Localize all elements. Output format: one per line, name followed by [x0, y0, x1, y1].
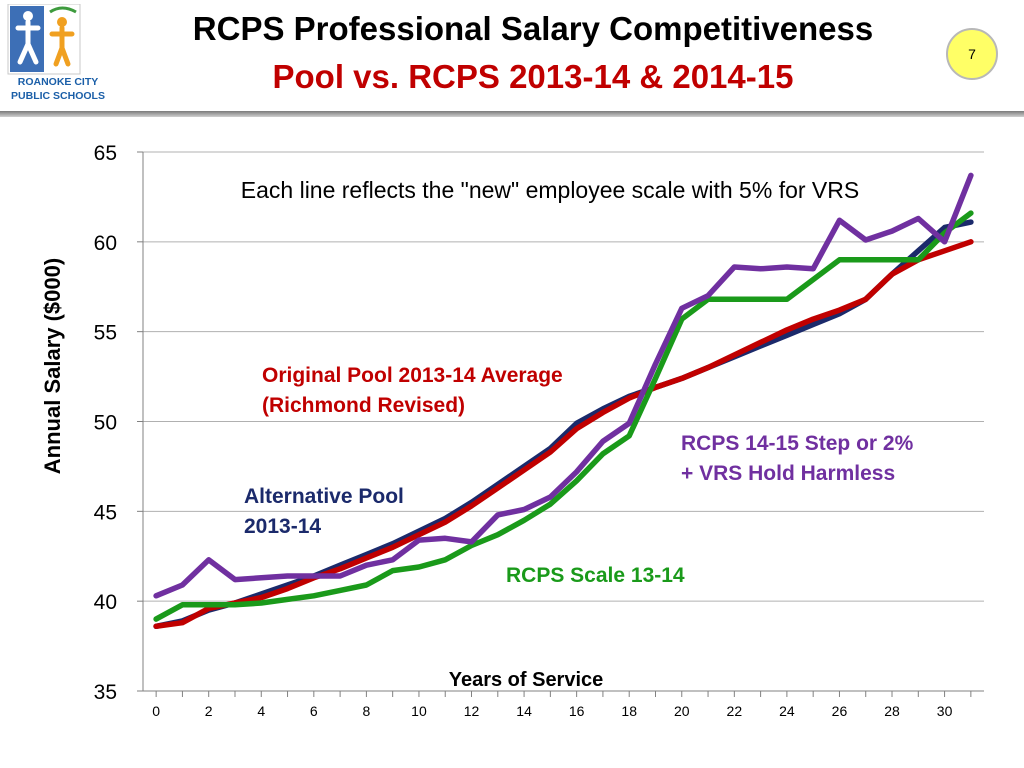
x-tick-label-28: 28	[884, 703, 900, 719]
y-tick-label-55: 55	[94, 322, 117, 345]
logo-text-line2: PUBLIC SCHOOLS	[11, 90, 105, 102]
series-label-4-line-2: + VRS Hold Harmless	[681, 462, 895, 485]
page-number-badge: 7	[946, 28, 998, 80]
x-tick-label-30: 30	[937, 703, 953, 719]
page-title: RCPS Professional Salary Competitiveness	[192, 10, 874, 47]
x-tick-label-14: 14	[516, 703, 532, 719]
x-tick-label-16: 16	[569, 703, 585, 719]
x-tick-label-20: 20	[674, 703, 690, 719]
x-axis-title: Years of Service	[449, 669, 604, 691]
series-line-4	[153, 172, 974, 599]
series-label-3-line-1: RCPS Scale 13-14	[506, 564, 685, 587]
series-line-2	[153, 239, 974, 630]
x-tick-label-12: 12	[464, 703, 480, 719]
x-tick-label-10: 10	[411, 703, 427, 719]
x-tick-label-26: 26	[832, 703, 848, 719]
y-tick-label-45: 45	[94, 501, 117, 524]
y-axis-title: Annual Salary ($000)	[40, 258, 65, 474]
series-label-4-line-1: RCPS 14-15 Step or 2%	[681, 432, 914, 455]
series-label-1-line-1: Alternative Pool	[244, 485, 404, 508]
y-tick-label-65: 65	[94, 142, 117, 165]
chart-annotation: Each line reflects the "new" employee sc…	[241, 177, 859, 203]
series-label-2-line-2: (Richmond Revised)	[262, 394, 465, 417]
x-tick-label-2: 2	[205, 703, 213, 719]
x-tick-label-0: 0	[152, 703, 160, 719]
roanoke-city-public-schools-logo	[7, 4, 81, 75]
series-label-1-line-2: 2013-14	[244, 515, 321, 538]
logo-text-line1: ROANOKE CITY	[17, 76, 99, 88]
y-tick-label-35: 35	[94, 681, 117, 704]
x-tick-label-8: 8	[362, 703, 370, 719]
x-tick-label-4: 4	[257, 703, 265, 719]
x-tick-label-18: 18	[621, 703, 637, 719]
x-tick-label-6: 6	[310, 703, 318, 719]
series-line-3	[153, 210, 974, 622]
y-tick-label-40: 40	[94, 591, 117, 614]
y-tick-label-50: 50	[94, 412, 117, 435]
header-divider	[0, 111, 1024, 117]
x-tick-label-24: 24	[779, 703, 795, 719]
series-label-2-line-1: Original Pool 2013-14 Average	[262, 364, 563, 387]
y-tick-label-60: 60	[94, 232, 117, 255]
page-subtitle: Pool vs. RCPS 2013-14 & 2014-15	[272, 58, 794, 95]
x-tick-label-22: 22	[727, 703, 743, 719]
series-line-1	[153, 219, 974, 630]
